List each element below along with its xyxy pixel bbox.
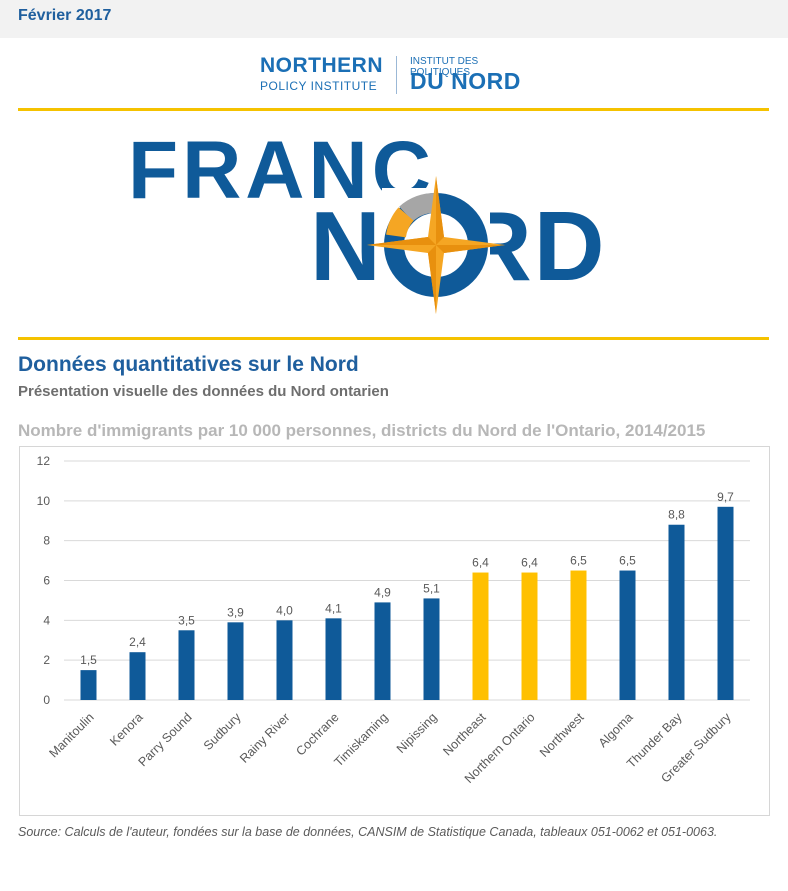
y-tick-label: 0 xyxy=(43,693,50,707)
chart-container: 0 2 4 6 8 10 12 1,5 Manitoulin 2,4 Kenora 3,5 Parry … xyxy=(19,446,770,816)
data-label: 8,8 xyxy=(668,508,685,522)
bar xyxy=(717,506,734,700)
compass-star-icon xyxy=(367,176,505,314)
bar xyxy=(374,602,391,700)
source-note: Source: Calculs de l'auteur, fondées sur… xyxy=(18,825,718,839)
y-tick-label: 2 xyxy=(43,653,50,667)
x-tick-label: Northwest xyxy=(537,710,587,760)
section-subtitle: Présentation visuelle des données du Nor… xyxy=(18,383,389,400)
y-tick-label: 12 xyxy=(37,454,51,468)
data-label: 6,4 xyxy=(472,556,489,570)
logo-northern: NORTHERN xyxy=(260,54,383,77)
logo-policy-institute: POLICY INSTITUTE xyxy=(260,79,378,93)
data-label: 1,5 xyxy=(80,653,97,667)
top-rule xyxy=(18,108,769,111)
bar xyxy=(423,598,440,700)
x-tick-label: Algoma xyxy=(596,710,636,750)
x-tick-label: Kenora xyxy=(107,710,145,748)
data-label: 4,0 xyxy=(276,603,293,617)
x-tick-label: Nipissing xyxy=(394,710,440,756)
bar xyxy=(619,570,636,700)
x-tick-label: Manitoulin xyxy=(46,710,96,760)
y-tick-label: 8 xyxy=(43,534,50,548)
data-label: 3,9 xyxy=(227,605,244,619)
compass-ring-orange xyxy=(386,207,414,238)
bar xyxy=(129,652,146,700)
bottom-rule xyxy=(18,337,769,340)
y-tick-label: 6 xyxy=(43,574,50,588)
bar xyxy=(276,620,293,700)
data-label: 4,1 xyxy=(325,601,342,615)
bar xyxy=(325,618,342,700)
bar-chart: 0246810121,5Manitoulin2,4Kenora3,5Parry … xyxy=(37,454,750,786)
data-label: 6,5 xyxy=(570,554,587,568)
data-label: 3,5 xyxy=(178,613,195,627)
npi-logo: NORTHERN POLICY INSTITUTE INSTITUT DES P… xyxy=(246,42,540,104)
issue-date: Février 2017 xyxy=(18,7,112,24)
bar xyxy=(668,524,685,700)
bar xyxy=(178,630,195,700)
bar xyxy=(472,572,489,700)
data-label: 2,4 xyxy=(129,635,146,649)
bar xyxy=(80,670,97,700)
logo-institut: INSTITUT DES POLITIQUES xyxy=(410,56,479,78)
x-tick-label: Rainy River xyxy=(237,710,293,766)
data-label: 6,5 xyxy=(619,554,636,568)
y-tick-label: 10 xyxy=(37,494,51,508)
banner-nord: NORD xyxy=(310,176,605,314)
bar xyxy=(570,570,587,700)
x-tick-label: Cochrane xyxy=(293,710,341,758)
chart-title: Nombre d'immigrants par 10 000 personnes… xyxy=(18,421,706,440)
bar xyxy=(521,572,538,700)
data-label: 5,1 xyxy=(423,581,440,595)
data-label: 6,4 xyxy=(521,556,538,570)
data-label: 9,7 xyxy=(717,490,734,504)
logo-separator xyxy=(396,56,397,94)
x-tick-label: Northeast xyxy=(440,710,489,759)
banner-franc: FRANC xyxy=(128,125,435,216)
bar xyxy=(227,622,244,700)
y-tick-label: 4 xyxy=(43,613,50,627)
logo-du-nord: DU NORD xyxy=(410,68,521,94)
x-tick-label: Sudbury xyxy=(201,710,244,753)
header-bar: Février 2017 xyxy=(0,0,788,38)
section-title: Données quantitatives sur le Nord xyxy=(18,353,359,376)
data-label: 4,9 xyxy=(374,585,391,599)
